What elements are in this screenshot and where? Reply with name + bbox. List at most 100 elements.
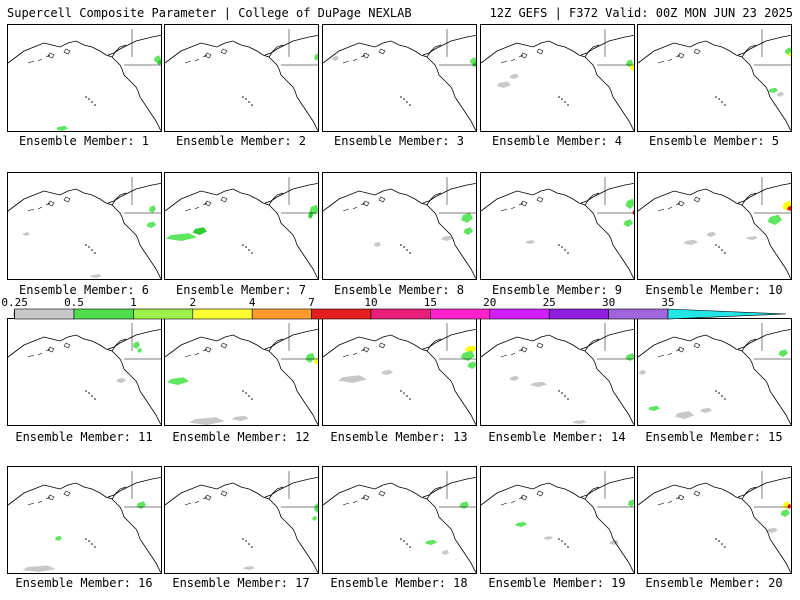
hawaii-island (721, 101, 723, 103)
legend-value-label: 4 (248, 296, 256, 309)
hawaii-island (724, 398, 726, 400)
scp-shading (767, 214, 782, 225)
hawaii-island (724, 252, 726, 254)
ensemble-member-label: Ensemble Member: 13 (330, 430, 468, 444)
map-canvas (323, 177, 476, 279)
hawaii-island (400, 244, 402, 246)
hawaii-island (91, 395, 93, 397)
scp-shading (132, 341, 140, 349)
legend-color-swatch (14, 308, 75, 320)
map-canvas (165, 323, 318, 425)
scp-shading (623, 219, 633, 227)
hawaii-island (91, 249, 93, 251)
scp-shading (768, 87, 778, 93)
scp-shading (525, 240, 535, 244)
legend-value-label: 30 (601, 296, 616, 309)
hawaii-island (88, 392, 90, 394)
hawaii-island (85, 96, 87, 98)
hawaii-island (403, 98, 405, 100)
scp-shading (136, 501, 146, 509)
map-canvas (165, 177, 318, 279)
scp-shading (787, 503, 791, 509)
hawaii-island (94, 546, 96, 548)
hawaii-island (242, 390, 244, 392)
hawaii-island (718, 98, 720, 100)
legend-color-swatch (370, 308, 431, 320)
scp-shading (157, 59, 161, 65)
hawaii-island (245, 246, 247, 248)
ensemble-member-map (322, 24, 477, 132)
hawaii-island (564, 395, 566, 397)
ensemble-member-label: Ensemble Member: 5 (648, 134, 780, 148)
hawaii-island (715, 244, 717, 246)
ensemble-member-label: Ensemble Member: 2 (175, 134, 307, 148)
legend-colorbar (13, 308, 787, 320)
ensemble-member-map (7, 466, 162, 574)
scp-shading (243, 566, 255, 570)
legend-color-swatch (548, 308, 609, 320)
map-canvas (165, 29, 318, 131)
scp-shading (146, 221, 156, 228)
scp-shading (530, 381, 547, 387)
scp-shading (509, 375, 519, 381)
ensemble-member-map (637, 466, 792, 574)
map-canvas (8, 323, 161, 425)
ensemble-member-map (7, 24, 162, 132)
hawaii-island (567, 252, 569, 254)
legend-color-swatch (192, 308, 253, 320)
map-canvas (481, 323, 634, 425)
scp-shading (780, 509, 790, 517)
ensemble-member-map (637, 24, 792, 132)
ensemble-member-map (322, 172, 477, 280)
scp-shading (472, 61, 476, 67)
hawaii-island (94, 104, 96, 106)
scp-shading (314, 53, 318, 61)
legend-color-swatch (667, 308, 787, 320)
scp-shading (572, 420, 587, 424)
scp-shading (746, 236, 758, 240)
hawaii-island (409, 104, 411, 106)
hawaii-island (88, 98, 90, 100)
scp-shading (461, 212, 473, 223)
ensemble-member-map (637, 318, 792, 426)
legend-value-label: 15 (423, 296, 438, 309)
hawaii-island (718, 540, 720, 542)
scp-shading (373, 241, 381, 247)
legend-color-swatch (73, 308, 134, 320)
hawaii-island (718, 392, 720, 394)
map-canvas (638, 29, 791, 131)
hawaii-island (251, 104, 253, 106)
hawaii-island (251, 252, 253, 254)
hawaii-island (400, 390, 402, 392)
ensemble-member-label: Ensemble Member: 8 (333, 283, 465, 297)
hawaii-island (403, 246, 405, 248)
legend-value-label: 1 (130, 296, 137, 309)
hawaii-island (94, 398, 96, 400)
hawaii-island (85, 244, 87, 246)
map-canvas (481, 177, 634, 279)
scp-shading (54, 535, 62, 541)
hawaii-island (245, 98, 247, 100)
scp-shading (232, 415, 249, 421)
hawaii-island (567, 398, 569, 400)
ensemble-member-label: Ensemble Member: 20 (645, 576, 783, 590)
map-canvas (323, 323, 476, 425)
legend-color-swatch (608, 308, 669, 320)
ensemble-member-label: Ensemble Member: 4 (491, 134, 623, 148)
ensemble-member-label: Ensemble Member: 11 (15, 430, 153, 444)
scp-shading (441, 235, 453, 241)
scp-shading (496, 81, 511, 88)
scp-shading (776, 91, 784, 97)
legend-value-label: 0.25 (1, 296, 28, 309)
hawaii-island (248, 249, 250, 251)
hawaii-island (406, 395, 408, 397)
scp-shading (460, 350, 475, 361)
hawaii-island (409, 398, 411, 400)
legend-color-swatch (133, 308, 194, 320)
scp-shading (90, 274, 102, 278)
map-canvas (481, 29, 634, 131)
color-legend: 0.25 0.5 1 2 4 7 10 15 20 25 30 35 (0, 296, 800, 322)
map-canvas (323, 471, 476, 573)
hawaii-island (400, 96, 402, 98)
ensemble-member-map (164, 172, 319, 280)
